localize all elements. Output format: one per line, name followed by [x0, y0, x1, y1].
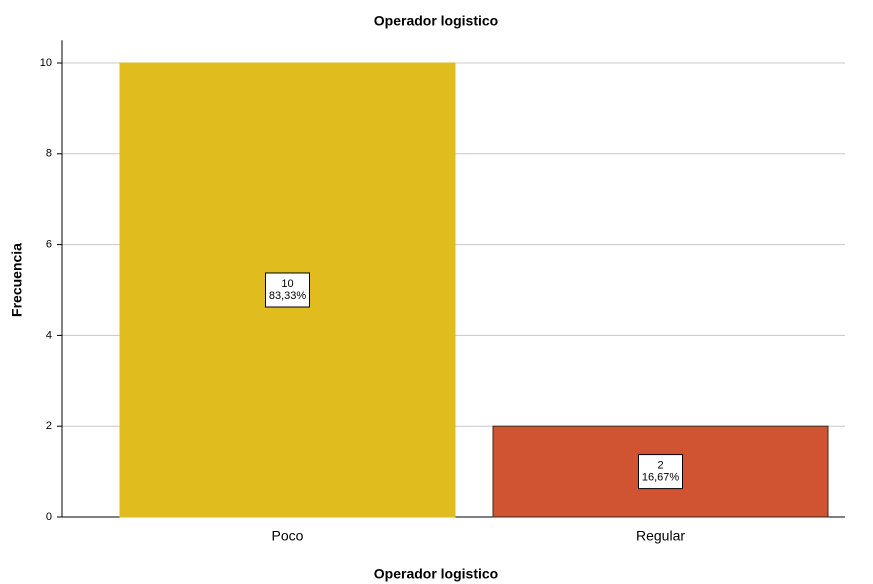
y-axis-label: Frecuencia	[9, 243, 25, 317]
data-label: 10	[281, 278, 293, 290]
data-label-box	[638, 454, 683, 490]
y-tick-label: 8	[46, 148, 52, 160]
x-tick-label: Poco	[272, 528, 304, 544]
chart-title: Operador logistico	[374, 13, 498, 29]
y-tick-label: 6	[46, 239, 52, 251]
percent-label: 83,33%	[269, 290, 307, 302]
y-tick-label: 4	[46, 329, 52, 341]
data-label: 2	[657, 460, 663, 472]
y-tick-label: 2	[46, 420, 52, 432]
data-label-box	[265, 272, 310, 308]
x-tick-label: Regular	[636, 528, 685, 544]
y-tick-label: 10	[40, 57, 52, 69]
percent-label: 16,67%	[642, 472, 680, 484]
y-tick-label: 0	[46, 511, 52, 523]
x-axis-label: Operador logistico	[374, 566, 498, 582]
